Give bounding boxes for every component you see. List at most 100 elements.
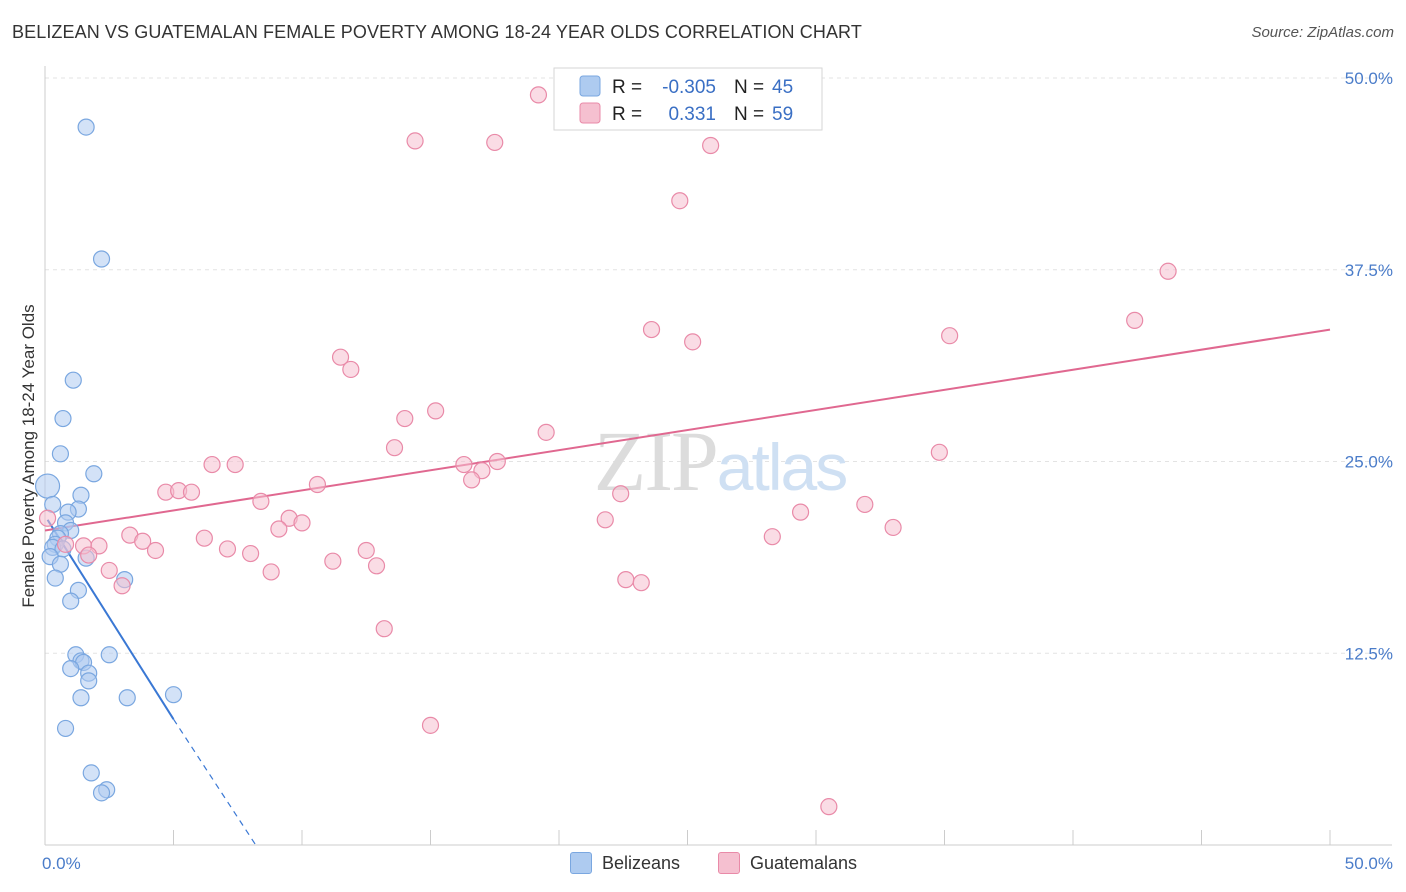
point-guatemalans-39	[763, 528, 781, 546]
point-guatemalans-52	[262, 563, 280, 581]
point-guatemalans-58	[820, 798, 838, 816]
trend-lines	[44, 328, 1331, 846]
point-belizeans-35	[56, 719, 75, 738]
legend-n-label-1: N =	[734, 77, 764, 98]
point-guatemalans-13	[427, 402, 445, 420]
point-guatemalans-49	[324, 552, 342, 570]
point-guatemalans-14	[537, 423, 555, 441]
legend-r-value-1: -0.305	[662, 77, 716, 98]
point-guatemalans-57	[421, 716, 440, 734]
point-guatemalans-18	[226, 455, 244, 474]
legend-n-value-2: 59	[772, 104, 793, 125]
y-tick-label-3: 50.0%	[1345, 69, 1393, 88]
point-guatemalans-5	[1159, 262, 1177, 280]
point-belizeans-24	[62, 592, 80, 610]
belizeans-swatch	[570, 852, 592, 874]
point-guatemalans-46	[56, 535, 75, 553]
point-guatemalans-16	[930, 443, 948, 461]
point-guatemalans-40	[134, 532, 152, 550]
point-guatemalans-28	[252, 492, 270, 510]
point-guatemalans-33	[293, 514, 311, 532]
point-belizeans-6	[34, 473, 61, 499]
legend-swatch-belizeans	[579, 75, 601, 97]
point-guatemalans-56	[375, 620, 393, 638]
point-guatemalans-45	[146, 541, 165, 560]
point-guatemalans-34	[596, 511, 614, 529]
point-guatemalans-22	[463, 471, 481, 489]
point-guatemalans-1	[406, 132, 424, 150]
point-guatemalans-19	[455, 455, 473, 474]
point-guatemalans-10	[331, 348, 350, 366]
point-belizeans-4	[51, 445, 70, 463]
point-guatemalans-30	[38, 509, 57, 527]
point-guatemalans-50	[367, 557, 386, 575]
point-guatemalans-9	[941, 327, 959, 345]
y-tick-labels: 12.5% 25.0% 37.5% 50.0%	[1345, 69, 1393, 663]
point-guatemalans-4	[671, 192, 689, 210]
point-guatemalans-20	[488, 452, 506, 471]
source-label: Source: ZipAtlas.com	[1251, 24, 1394, 41]
point-guatemalans-36	[884, 518, 902, 537]
legend-n-label-2: N =	[734, 104, 764, 125]
series-legend-belizeans: Belizeans	[570, 852, 680, 874]
point-belizeans-1	[92, 250, 111, 268]
point-guatemalans-27	[612, 485, 630, 503]
legend-swatch-guatemalans	[579, 102, 601, 124]
point-belizeans-2	[64, 371, 82, 389]
point-belizeans-32	[164, 686, 183, 704]
guatemalans-swatch	[718, 852, 740, 874]
correlation-legend: R = -0.305 N = 45 R = 0.331 N = 59	[553, 67, 823, 131]
x-tick-label-max: 50.0%	[1345, 854, 1393, 873]
y-tick-label-2: 37.5%	[1345, 261, 1393, 280]
point-guatemalans-55	[113, 577, 131, 595]
watermark: ZIPatlas	[594, 413, 846, 509]
point-guatemalans-8	[684, 333, 702, 351]
point-guatemalans-3	[702, 136, 720, 155]
point-guatemalans-17	[203, 455, 221, 474]
point-guatemalans-2	[486, 133, 504, 152]
point-belizeans-25	[100, 646, 118, 664]
series-legend: Belizeans Guatemalans	[0, 852, 1406, 880]
point-belizeans-0	[77, 118, 95, 136]
point-belizeans-31	[80, 672, 98, 690]
y-axis-label: Female Poverty Among 18-24 Year Olds	[19, 304, 38, 607]
belizeans-label: Belizeans	[602, 852, 681, 873]
point-guatemalans-53	[617, 571, 635, 589]
point-guatemalans-47	[80, 546, 98, 564]
point-guatemalans-11	[342, 360, 360, 379]
point-belizeans-5	[85, 465, 103, 483]
legend-r-value-2: 0.331	[668, 104, 716, 125]
point-guatemalans-12	[396, 409, 414, 428]
point-guatemalans-31	[791, 503, 810, 521]
gridlines	[45, 77, 1392, 654]
point-guatemalans-15	[385, 439, 404, 457]
y-tick-label-1: 25.0%	[1345, 453, 1393, 472]
point-belizeans-38	[92, 784, 111, 802]
point-belizeans-3	[54, 409, 72, 428]
y-tick-label-0: 12.5%	[1345, 644, 1393, 663]
point-belizeans-21	[46, 569, 64, 587]
point-guatemalans-6	[1126, 311, 1144, 329]
point-guatemalans-7	[642, 320, 661, 339]
point-guatemalans-54	[632, 574, 650, 592]
x-tick-label-min: 0.0%	[42, 854, 81, 873]
point-guatemalans-0	[529, 86, 548, 104]
point-guatemalans-29	[856, 495, 874, 514]
legend-r-label-2: R =	[612, 104, 642, 125]
data-points	[34, 86, 1177, 816]
trend-line-belizeans-extension	[172, 718, 257, 846]
point-belizeans-34	[72, 689, 90, 707]
legend-n-value-1: 45	[772, 77, 793, 98]
point-belizeans-29	[62, 659, 80, 678]
point-guatemalans-26	[182, 483, 201, 501]
point-guatemalans-44	[357, 541, 375, 560]
chart-title: BELIZEAN VS GUATEMALAN FEMALE POVERTY AM…	[12, 22, 862, 42]
point-guatemalans-43	[218, 540, 237, 558]
axes	[44, 66, 1392, 846]
series-legend-guatemalans: Guatemalans	[718, 852, 857, 874]
point-guatemalans-35	[270, 520, 288, 538]
point-guatemalans-48	[242, 544, 260, 563]
point-belizeans-36	[82, 764, 100, 782]
guatemalans-label: Guatemalans	[750, 852, 858, 873]
